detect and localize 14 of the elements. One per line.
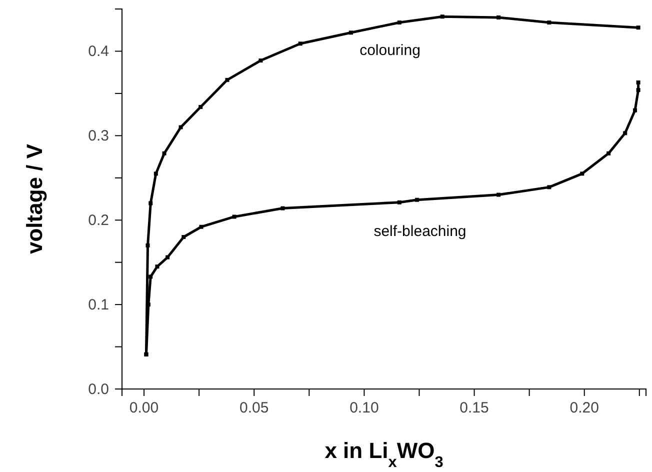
y-tick-label: 0.3 (88, 127, 109, 144)
annotation: self-bleaching (374, 223, 466, 240)
annotation: colouring (360, 42, 420, 59)
x-tick-label: 0.05 (240, 400, 269, 417)
x-tick-label: 0.15 (460, 400, 489, 417)
y-tick-label: 0.2 (88, 212, 109, 229)
y-axis-title: voltage / V (22, 144, 47, 254)
y-tick-label: 0.0 (88, 380, 109, 398)
x-tick-label: 0.00 (129, 400, 159, 417)
y-tick-label: 0.4 (88, 43, 109, 60)
x-tick-label: 0.10 (350, 400, 379, 417)
y-tick-label: 0.1 (88, 296, 109, 314)
x-axis-title: x in Li$_{x}$WO$_{3}$ (324, 438, 444, 470)
x-tick-label: 0.20 (570, 400, 599, 417)
